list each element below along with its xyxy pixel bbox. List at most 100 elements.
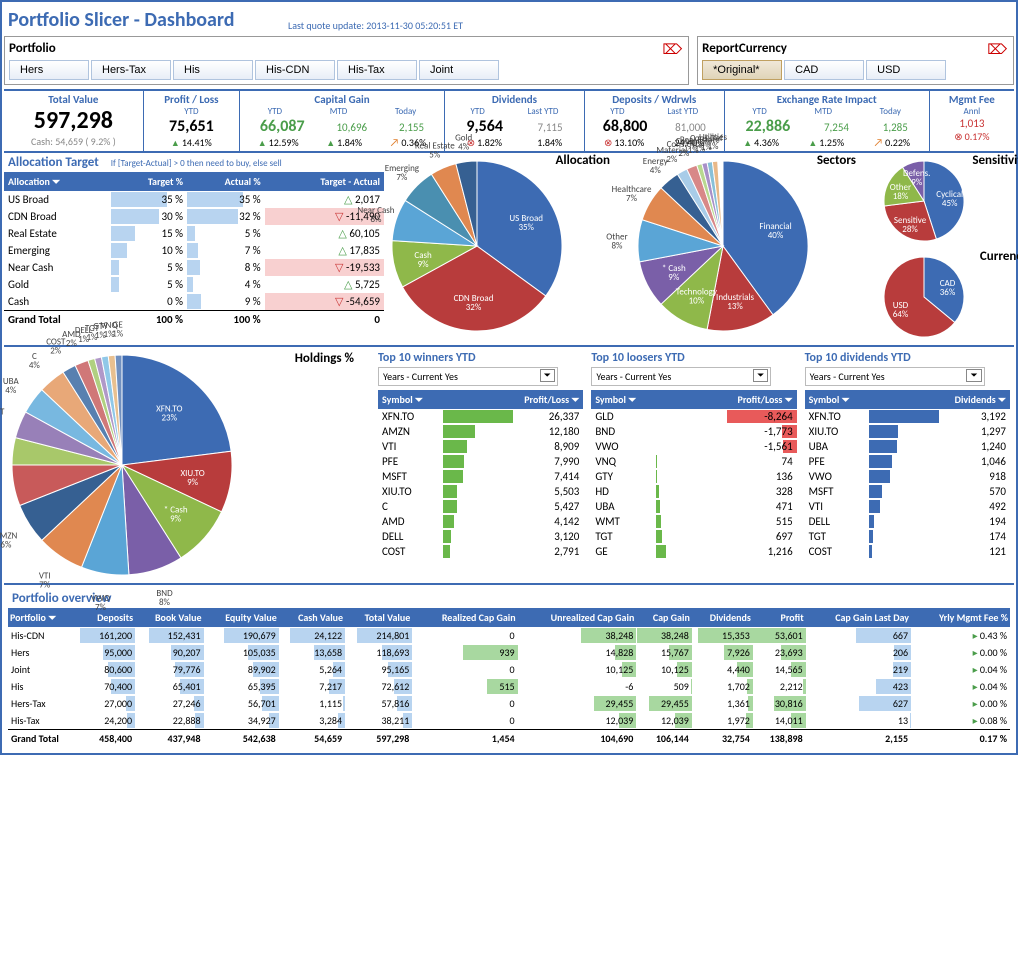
- chart-title: Holdings %: [295, 351, 354, 366]
- kpi-pct: 12.59%: [258, 136, 299, 149]
- slicer-button[interactable]: His-CDN: [255, 60, 335, 80]
- clear-filter-icon[interactable]: ⌦: [987, 41, 1007, 58]
- kpi-value: 7,254: [824, 121, 849, 134]
- svg-text:36%: 36%: [940, 287, 956, 298]
- kpi-pct: 14.41%: [171, 136, 212, 149]
- table-row: His-CDN161,200152,431190,67924,122214,80…: [8, 627, 1010, 644]
- svg-text:7%: 7%: [39, 580, 51, 591]
- filter-box[interactable]: Years - Current Yes⏷: [378, 367, 558, 386]
- filter-icon[interactable]: ⏷: [753, 369, 768, 382]
- slicer-button[interactable]: CAD: [784, 60, 864, 80]
- flag-icon: ▸: [973, 663, 978, 676]
- table-row: US Broad 35 % 35 % △ 2,017: [4, 191, 384, 208]
- svg-text:9%: 9%: [418, 259, 430, 270]
- filter-box[interactable]: Years - Current Yes⏷: [805, 367, 985, 386]
- svg-text:7%: 7%: [95, 602, 107, 613]
- table-row: UBA 471: [591, 499, 796, 514]
- slicer-button[interactable]: Joint: [419, 60, 499, 80]
- table-row: GTY 136: [591, 469, 796, 484]
- kpi-value: 10,696: [336, 121, 367, 134]
- slicer-button[interactable]: *Original*: [702, 60, 782, 80]
- table-row: VWO 918: [805, 469, 1010, 484]
- table-row: PFE 1,046: [805, 454, 1010, 469]
- svg-text:45%: 45%: [942, 198, 958, 209]
- svg-text:MSFT: MSFT: [0, 406, 5, 417]
- table-row: VWO -1,561: [591, 439, 796, 454]
- portfolio-slicer-label: Portfolio: [9, 41, 684, 56]
- table-row: XFN.TO 26,337: [378, 409, 583, 424]
- portfolio-overview-panel: Portfolio overview Portfolio ⏷DepositsBo…: [4, 585, 1014, 751]
- svg-text:5%: 5%: [429, 149, 441, 160]
- table-row: XFN.TO 3,192: [805, 409, 1010, 424]
- slicer-button[interactable]: His: [173, 60, 253, 80]
- chart-title: Sensitivity: [972, 153, 1018, 168]
- table-row: Gold 5 % 4 % △ 5,725: [4, 276, 384, 293]
- svg-text:10%: 10%: [689, 295, 705, 306]
- table-row: COST 2,791: [378, 544, 583, 559]
- svg-text:9%: 9%: [911, 177, 923, 188]
- table-row: UBA 1,240: [805, 439, 1010, 454]
- svg-text:9%: 9%: [668, 272, 680, 283]
- kpi-value: 75,651: [169, 117, 214, 136]
- table-row: VTI 492: [805, 499, 1010, 514]
- dashboard: Portfolio Slicer - Dashboard Last quote …: [0, 0, 1018, 755]
- flag-icon: ▸: [973, 629, 978, 642]
- chart-title: Currency: [980, 249, 1018, 264]
- svg-text:4%: 4%: [458, 142, 470, 153]
- svg-text:1%: 1%: [112, 329, 124, 340]
- top10-winners: Top 10 winners YTD Years - Current Yes⏷ …: [374, 347, 587, 583]
- kpi-title: Total Value: [8, 93, 139, 106]
- slicer-button[interactable]: Hers: [9, 60, 89, 80]
- filter-icon[interactable]: ⏷: [966, 369, 981, 382]
- svg-text:2%: 2%: [666, 154, 678, 165]
- table-row: CDN Broad 30 % 32 % ▽ -11,490: [4, 208, 384, 225]
- filter-icon[interactable]: ⏷: [540, 369, 555, 382]
- kpi-value: 22,886: [746, 117, 791, 136]
- svg-text:6%: 6%: [0, 540, 12, 551]
- kpi-title: Deposits / Wdrwls: [589, 93, 720, 106]
- table-row: C 5,427: [378, 499, 583, 514]
- clear-filter-icon[interactable]: ⌦: [662, 41, 682, 58]
- allocation-target-panel: Allocation Target If [Target-Actual] > 0…: [4, 153, 384, 345]
- table-row: XIU.TO 1,297: [805, 424, 1010, 439]
- svg-text:40%: 40%: [768, 230, 784, 241]
- portfolio-slicer: ⌦ Portfolio HersHers-TaxHisHis-CDNHis-Ta…: [4, 36, 689, 85]
- svg-text:4%: 4%: [5, 385, 17, 396]
- svg-text:64%: 64%: [893, 309, 909, 320]
- table-row: DELL 194: [805, 514, 1010, 529]
- svg-text:4%: 4%: [29, 360, 41, 371]
- table-row: GLD -8,264: [591, 409, 796, 424]
- kpi-pct: 13.10%: [604, 136, 644, 149]
- holdings-pie: Holdings % XFN.TO23%XIU.TO9%* Cash9%BND8…: [4, 347, 374, 583]
- slicer-button[interactable]: His-Tax: [337, 60, 417, 80]
- slicer-button[interactable]: Hers-Tax: [91, 60, 171, 80]
- svg-text:8%: 8%: [611, 240, 623, 251]
- kpi-pct: 0.17%: [954, 130, 989, 143]
- filter-box[interactable]: Years - Current Yes⏷: [591, 367, 771, 386]
- flag-icon: ▸: [973, 714, 978, 727]
- table-row: HD 328: [591, 484, 796, 499]
- kpi-pct: 1.84%: [537, 136, 562, 149]
- svg-text:32%: 32%: [466, 302, 482, 313]
- kpi-pct: 0.22%: [873, 136, 910, 149]
- kpi-cash-note: Cash: 54,659 ( 9.2% ): [8, 135, 139, 148]
- kpi-title: Profit / Loss: [148, 93, 235, 106]
- section-title: Allocation Target: [4, 153, 103, 172]
- kpi-pct: 1.84%: [326, 136, 362, 149]
- flag-icon: ▸: [973, 646, 978, 659]
- currency-slicer: ⌦ ReportCurrency *Original*CADUSD: [697, 36, 1014, 85]
- table-row: AMD 4,142: [378, 514, 583, 529]
- table-row: Cash 0 % 9 % ▽ -54,659: [4, 293, 384, 311]
- table-row: COST 121: [805, 544, 1010, 559]
- slicer-button[interactable]: USD: [866, 60, 946, 80]
- table-row: PFE 7,990: [378, 454, 583, 469]
- table-row: His70,40065,40165,3957,21772,612515-6509…: [8, 678, 1010, 695]
- table-row: Joint80,60079,77689,9025,26495,165010,12…: [8, 661, 1010, 678]
- allocation-table: Allocation ⏷Target %Actual %Target - Act…: [4, 172, 384, 328]
- chart-title: Sectors: [817, 153, 856, 168]
- table-row: VNQ 74: [591, 454, 796, 469]
- table-row: Hers95,00090,207105,03513,658118,6939391…: [8, 644, 1010, 661]
- kpi-title: Dividends: [449, 93, 580, 106]
- svg-text:23%: 23%: [162, 412, 178, 423]
- quote-timestamp: Last quote update: 2013-11-30 05:20:51 E…: [284, 15, 467, 36]
